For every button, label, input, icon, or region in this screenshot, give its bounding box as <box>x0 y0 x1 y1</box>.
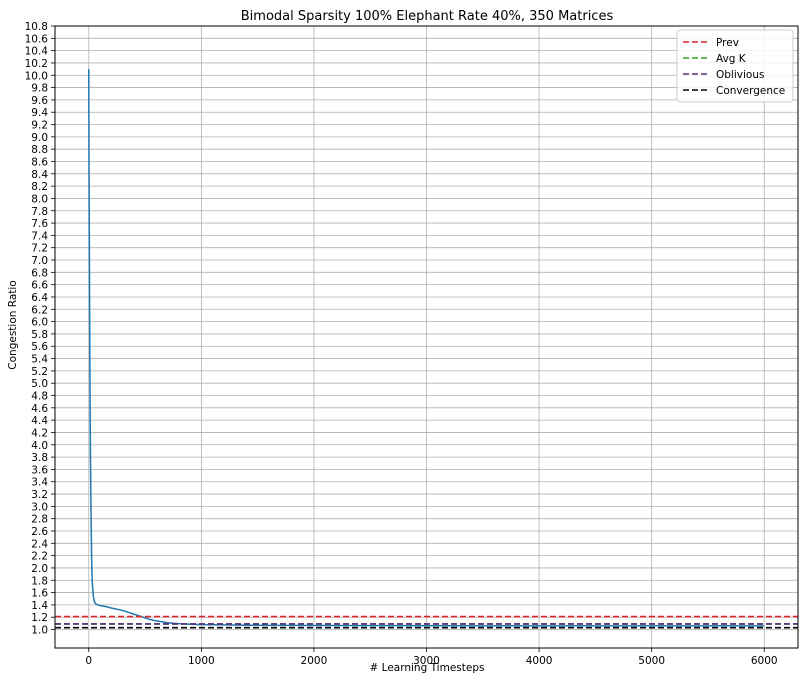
y-tick-label: 7.2 <box>31 243 48 255</box>
y-tick-label: 1.8 <box>31 575 48 587</box>
y-axis-title: Congestion Ratio <box>7 280 19 369</box>
y-tick-label: 9.8 <box>31 83 48 95</box>
y-tick-label: 8.6 <box>31 156 48 168</box>
y-tick-label: 4.4 <box>31 415 48 427</box>
x-tick-label: 4000 <box>526 655 553 667</box>
y-tick-label: 5.8 <box>31 329 48 341</box>
y-tick-label: 8.4 <box>31 169 48 181</box>
y-axis: 1.01.21.41.61.82.02.22.42.62.83.03.23.43… <box>25 21 55 637</box>
y-tick-label: 1.2 <box>31 612 48 624</box>
y-tick-label: 3.2 <box>31 489 48 501</box>
x-tick-label: 6000 <box>751 655 778 667</box>
y-tick-label: 3.0 <box>31 501 48 513</box>
y-tick-label: 2.4 <box>31 538 48 550</box>
y-tick-label: 8.8 <box>31 144 48 156</box>
y-tick-label: 2.8 <box>31 514 48 526</box>
x-axis: 0 1000 2000 3000 4000 5000 6000 <box>85 648 778 667</box>
y-tick-label: 5.0 <box>31 378 48 390</box>
y-tick-label: 9.2 <box>31 120 48 132</box>
y-tick-label: 9.4 <box>31 107 48 119</box>
y-tick-label: 6.8 <box>31 267 48 279</box>
y-tick-label: 7.6 <box>31 218 48 230</box>
legend: Prev Avg K Oblivious Convergence <box>676 29 794 103</box>
y-tick-label: 6.4 <box>31 292 48 304</box>
y-tick-label: 7.0 <box>31 255 48 267</box>
grid <box>55 25 798 648</box>
congestion-series-line <box>88 69 765 627</box>
legend-label: Oblivious <box>716 69 764 81</box>
legend-label: Prev <box>716 37 739 49</box>
y-tick-label: 10.4 <box>25 46 49 58</box>
legend-box <box>676 29 794 103</box>
y-tick-label: 2.6 <box>31 526 48 538</box>
y-tick-label: 4.6 <box>31 403 48 415</box>
legend-label: Avg K <box>716 53 747 65</box>
y-tick-label: 1.4 <box>31 600 48 612</box>
y-tick-label: 9.6 <box>31 95 48 107</box>
y-tick-label: 3.4 <box>31 477 48 489</box>
x-tick-label: 5000 <box>638 655 665 667</box>
y-tick-label: 3.8 <box>31 452 48 464</box>
y-tick-label: 1.6 <box>31 588 48 600</box>
y-tick-label: 8.2 <box>31 181 48 193</box>
y-tick-label: 10.2 <box>25 58 48 70</box>
y-tick-label: 2.0 <box>31 563 48 575</box>
plot-series <box>55 69 798 629</box>
x-tick-label: 0 <box>85 655 92 667</box>
x-axis-title: # Learning Timesteps <box>370 662 485 674</box>
y-tick-label: 5.4 <box>31 354 48 366</box>
y-tick-label: 7.4 <box>31 230 48 242</box>
x-tick-label: 3000 <box>413 655 440 667</box>
y-tick-label: 7.8 <box>31 206 48 218</box>
y-tick-label: 10.8 <box>25 21 48 33</box>
y-tick-label: 4.8 <box>31 391 48 403</box>
y-tick-label: 10.6 <box>25 33 49 45</box>
y-tick-label: 9.0 <box>31 132 48 144</box>
y-tick-label: 6.6 <box>31 280 48 292</box>
y-tick-label: 10.0 <box>25 70 48 82</box>
y-tick-label: 2.2 <box>31 551 48 563</box>
y-tick-label: 8.0 <box>31 193 48 205</box>
y-tick-label: 5.2 <box>31 366 48 378</box>
y-tick-label: 6.0 <box>31 317 48 329</box>
y-tick-label: 4.0 <box>31 440 48 452</box>
legend-label: Convergence <box>716 85 785 97</box>
x-tick-label: 1000 <box>188 655 215 667</box>
y-tick-label: 5.6 <box>31 341 48 353</box>
y-tick-label: 3.6 <box>31 464 48 476</box>
y-tick-label: 6.2 <box>31 304 48 316</box>
y-tick-label: 4.2 <box>31 427 48 439</box>
y-tick-label: 1.0 <box>31 625 48 637</box>
x-tick-label: 2000 <box>301 655 328 667</box>
chart-title: Bimodal Sparsity 100% Elephant Rate 40%,… <box>241 9 614 24</box>
